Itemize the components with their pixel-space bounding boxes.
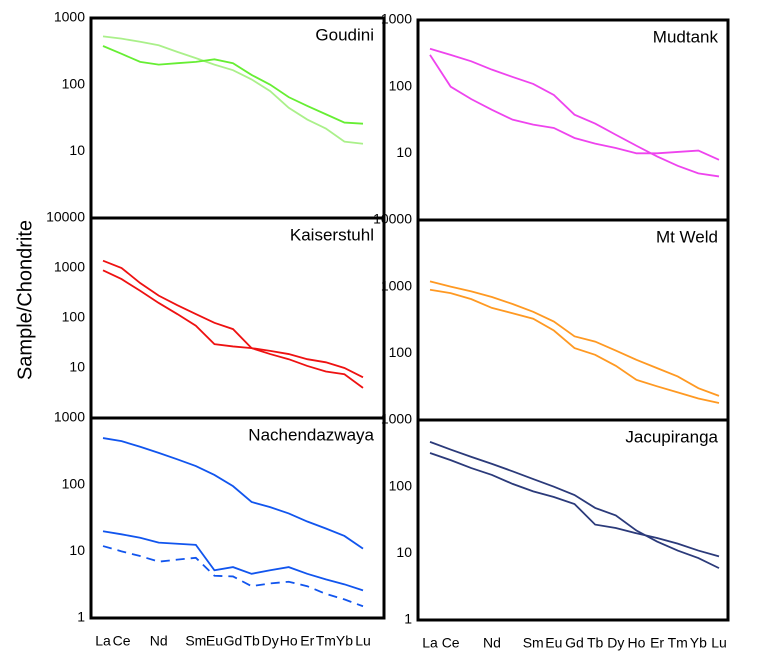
x-tick-label: La: [422, 635, 438, 651]
y-tick-label: 10: [396, 544, 412, 560]
x-tick-label: Tb: [243, 633, 260, 649]
series-line: [429, 452, 720, 558]
y-tick-label: 100: [389, 477, 413, 493]
series-line: [429, 288, 720, 404]
y-tick-label: 10: [69, 359, 85, 375]
series-line: [429, 54, 720, 161]
series-line: [429, 441, 720, 569]
x-tick-label: La: [95, 633, 111, 649]
x-tick-label: Tm: [316, 633, 336, 649]
series-line: [102, 545, 364, 608]
x-tick-label: Yb: [690, 635, 707, 651]
x-tick-label: Sm: [523, 635, 544, 651]
y-tick-label: 1000: [381, 277, 412, 293]
x-tick-label: Ho: [627, 635, 645, 651]
x-tick-label: Dy: [262, 633, 279, 649]
panel-title: Jacupiranga: [625, 427, 718, 446]
series-line: [429, 280, 720, 397]
y-tick-label: 1000: [54, 9, 85, 25]
y-tick-label: 1000: [381, 11, 412, 27]
panel-frame: [416, 418, 730, 622]
x-tick-label: Eu: [206, 633, 223, 649]
x-tick-label: Tb: [587, 635, 604, 651]
y-tick-label: 100: [389, 77, 413, 93]
x-tick-label: Er: [650, 635, 664, 651]
y-tick-label: 100: [62, 475, 86, 491]
x-tick-label: Lu: [711, 635, 727, 651]
x-tick-label: Lu: [355, 633, 371, 649]
panel-frame: [416, 218, 730, 422]
series-line: [102, 35, 364, 145]
x-tick-label: Tm: [668, 635, 688, 651]
x-tick-label: Gd: [565, 635, 584, 651]
x-tick-label: Gd: [224, 633, 243, 649]
panel-title: Goudini: [315, 25, 374, 44]
y-tick-label: 1: [77, 609, 85, 625]
series-line: [429, 47, 720, 178]
x-tick-label: Nd: [483, 635, 501, 651]
panel-frame: [89, 416, 386, 620]
y-tick-label: 10: [69, 142, 85, 158]
series-line: [102, 269, 364, 379]
series-line: [102, 259, 364, 389]
series-line: [102, 437, 364, 550]
y-axis-label: Sample/Chondrite: [14, 220, 36, 380]
x-tick-label: Ce: [442, 635, 460, 651]
x-tick-label: Sm: [185, 633, 206, 649]
panel-frame: [89, 216, 386, 420]
y-tick-label: 1000: [54, 259, 85, 275]
y-tick-label: 1000: [54, 409, 85, 425]
panel-frame: [89, 16, 386, 220]
y-tick-label: 100: [389, 344, 413, 360]
y-tick-label: 10: [69, 542, 85, 558]
panel-title: Nachendazwaya: [248, 425, 374, 444]
series-line: [102, 45, 364, 125]
y-tick-label: 10000: [373, 211, 412, 227]
x-tick-label: Ho: [280, 633, 298, 649]
y-tick-label: 100: [62, 75, 86, 91]
x-tick-label: Nd: [150, 633, 168, 649]
y-tick-label: 10: [396, 144, 412, 160]
x-tick-label: Er: [300, 633, 314, 649]
x-tick-label: Eu: [545, 635, 562, 651]
panel-frame: [416, 18, 730, 222]
y-tick-label: 1000: [381, 411, 412, 427]
x-tick-label: Ce: [113, 633, 131, 649]
y-tick-label: 1: [404, 611, 412, 627]
y-tick-label: 100: [62, 309, 86, 325]
panel-title: Mt Weld: [656, 227, 718, 246]
series-line: [102, 530, 364, 592]
x-tick-label: Yb: [336, 633, 353, 649]
y-tick-label: 10000: [46, 209, 85, 225]
panel-title: Mudtank: [653, 27, 719, 46]
x-tick-label: Dy: [607, 635, 624, 651]
panel-title: Kaiserstuhl: [290, 225, 374, 244]
